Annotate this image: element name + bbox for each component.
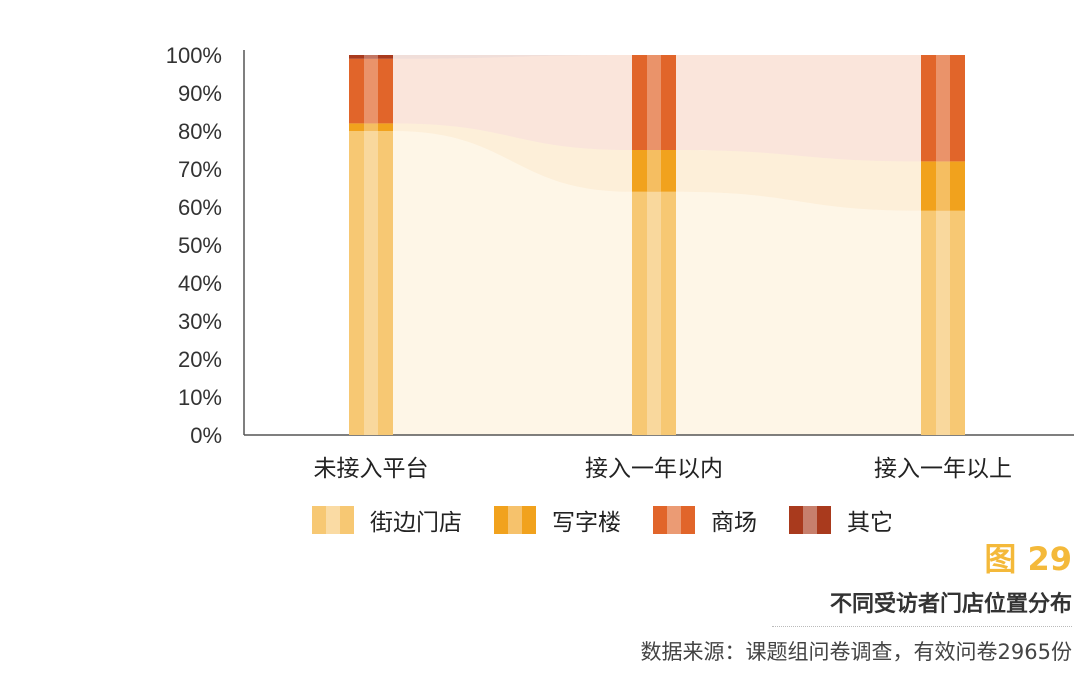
y-tick-30: 30% [178,309,222,334]
band-1-0 [676,191,921,435]
bar-stripe-0-1 [364,123,378,131]
y-tick-10: 10% [178,385,222,410]
band-0-0 [393,131,632,435]
band-0-3 [393,55,632,59]
bar-0-3 [349,55,393,59]
legend-item-office: 写字楼 [494,503,621,537]
y-tick-100: 100% [166,43,222,68]
y-tick-80: 80% [178,119,222,144]
y-tick-50: 50% [178,233,222,258]
y-tick-60: 60% [178,195,222,220]
bar-stripe-1-2 [647,55,661,150]
bar-0-0 [349,131,393,435]
band-1-2 [676,55,921,162]
bar-stripe-2-2 [936,55,950,162]
legend-label-office: 写字楼 [552,510,621,536]
band-0-1 [393,123,632,192]
connector-bands [393,55,921,435]
bar-1-0 [632,191,676,435]
figure-title: 不同受访者门店位置分布 [829,592,1072,617]
y-tick-40: 40% [178,271,222,296]
legend-label-other: 其它 [847,510,893,536]
bar-1-2 [632,55,676,150]
x-category-1: 接入一年以内 [585,456,723,482]
y-tick-90: 90% [178,81,222,106]
legend: 街边门店 写字楼 商场 其它 [312,500,925,540]
legend-swatch-other [789,506,831,534]
bar-2-0 [921,210,965,435]
bar-0-2 [349,58,393,124]
legend-label-mall: 商场 [711,510,757,536]
y-tick-0: 0% [190,423,222,448]
band-0-2 [393,55,632,150]
bar-stripe-2-1 [936,161,950,211]
legend-swatch-street [312,506,354,534]
legend-item-mall: 商场 [653,503,757,537]
legend-swatch-mall [653,506,695,534]
y-tick-70: 70% [178,157,222,182]
y-tick-20: 20% [178,347,222,372]
bars [349,55,965,435]
bar-stripe-1-0 [647,191,661,435]
bar-stripe-0-2 [364,58,378,124]
bar-1-1 [632,150,676,192]
legend-label-street: 街边门店 [370,510,462,536]
bar-stripe-2-0 [936,210,950,435]
figure-number: 图 29 [984,540,1072,578]
legend-item-street: 街边门店 [312,503,462,537]
x-category-0: 未接入平台 [314,456,429,482]
bar-0-1 [349,123,393,131]
bar-stripe-0-3 [364,55,378,59]
x-category-2: 接入一年以上 [874,456,1012,482]
legend-swatch-office [494,506,536,534]
stacked-bar-chart: 0% 10% 20% 30% 40% 50% 60% 70% 80% 90% 100% 未接入平台 接… [166,43,1074,482]
bar-stripe-0-0 [364,131,378,435]
x-axis-categories: 未接入平台 接入一年以内 接入一年以上 [314,456,1013,482]
bar-2-2 [921,55,965,162]
caption-divider [772,626,1072,627]
figure-source: 数据来源：课题组问卷调查，有效问卷2965份 [640,640,1072,664]
y-axis-ticks: 0% 10% 20% 30% 40% 50% 60% 70% 80% 90% 100% [166,43,222,448]
bar-2-1 [921,161,965,211]
legend-item-other: 其它 [789,503,893,537]
bar-stripe-1-1 [647,150,661,192]
band-1-1 [676,150,921,211]
